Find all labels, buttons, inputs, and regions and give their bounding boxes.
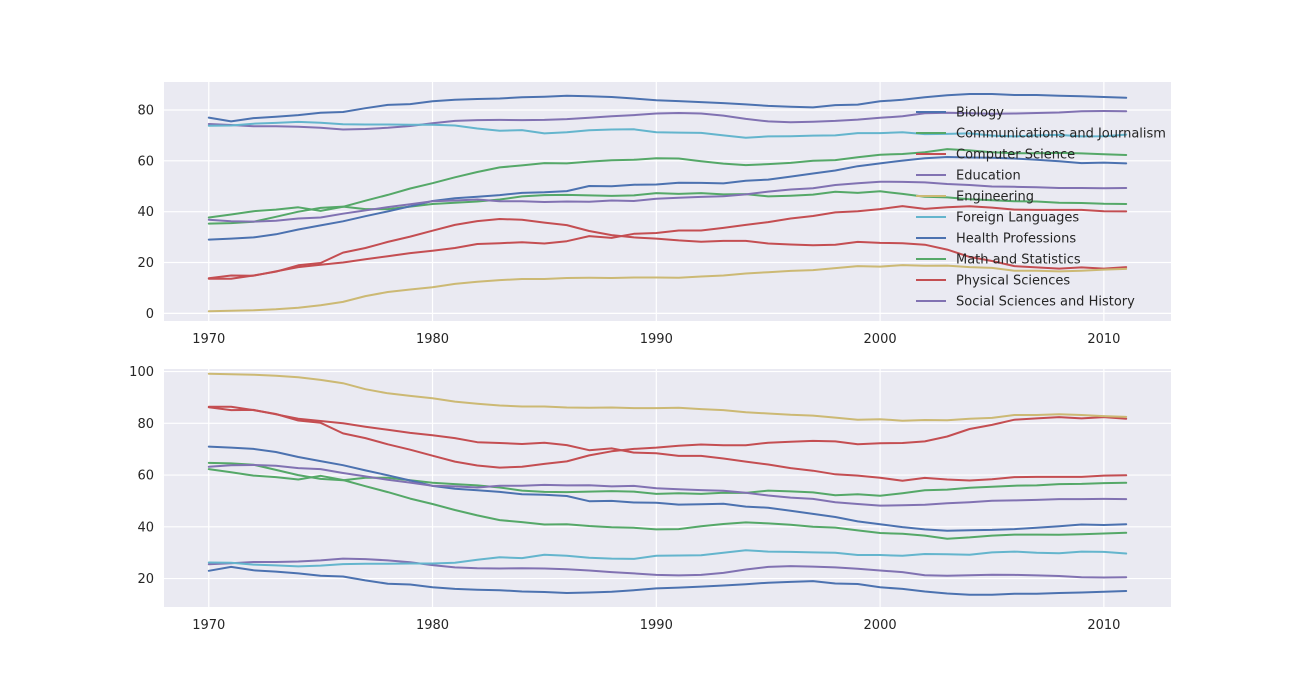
x-tick-label: 1990 <box>640 618 673 633</box>
legend-label-education: Education <box>956 169 1021 184</box>
top-chart-panel: 0 20 40 60 80 1970 1980 1990 2000 2010 Biology Comm… <box>137 82 1171 347</box>
series-line-biology <box>207 93 1128 123</box>
y-tick-label: 20 <box>137 572 154 587</box>
bottom-chart-panel: 20 40 60 80 100 1970 1980 1990 2000 2010 <box>129 365 1171 633</box>
series-line-math-and-statistics <box>207 468 1128 540</box>
x-tick-label: 2010 <box>1087 332 1120 347</box>
series-line-foreign-languages <box>207 120 1128 139</box>
legend-label-engineering: Engineering <box>956 190 1034 205</box>
legend-label-biology: Biology <box>956 106 1004 121</box>
series-line-engineering <box>207 264 1128 313</box>
legend-label-health-professions: Health Professions <box>956 232 1076 247</box>
series-line-social-sciences-and-history <box>207 180 1128 223</box>
y-tick-label: 20 <box>137 256 154 271</box>
series-line-computer-science <box>207 405 1128 469</box>
x-tick-label: 1970 <box>192 332 225 347</box>
series-line-math-and-statistics <box>207 148 1128 219</box>
series-line-education <box>207 110 1128 131</box>
series-line-physical-sciences <box>207 205 1128 280</box>
series-line-engineering <box>207 372 1128 422</box>
legend-label-math-and-statistics: Math and Statistics <box>956 253 1081 268</box>
y-tick-label: 100 <box>129 365 154 380</box>
series-line-health-professions <box>207 156 1128 241</box>
y-tick-label: 80 <box>137 417 154 432</box>
legend-label-computer-science: Computer Science <box>956 148 1075 163</box>
legend-label-physical-sciences: Physical Sciences <box>956 274 1070 289</box>
series-line-foreign-languages <box>207 549 1128 568</box>
y-tick-label: 40 <box>137 520 154 535</box>
series-line-physical-sciences <box>207 406 1128 482</box>
series-line-health-professions <box>207 445 1128 532</box>
series-line-biology <box>207 565 1128 596</box>
x-tick-label: 2010 <box>1087 618 1120 633</box>
legend: Biology Communications and Journalism Comp… <box>916 106 1166 310</box>
series-line-social-sciences-and-history <box>207 464 1128 507</box>
series-line-communications-and-journalism <box>207 190 1128 225</box>
x-tick-label: 1980 <box>416 332 449 347</box>
y-tick-label: 40 <box>137 205 154 220</box>
legend-label-foreign-languages: Foreign Languages <box>956 211 1079 226</box>
y-tick-label: 80 <box>137 103 154 118</box>
x-tick-label: 2000 <box>864 332 897 347</box>
x-tick-label: 2000 <box>864 618 897 633</box>
x-tick-label: 1980 <box>416 618 449 633</box>
legend-label-social-sciences-and-history: Social Sciences and History <box>956 295 1135 310</box>
legend-label-communications-and-journalism: Communications and Journalism <box>956 127 1166 142</box>
x-tick-label: 1970 <box>192 618 225 633</box>
y-tick-label: 0 <box>146 307 154 322</box>
series-line-communications-and-journalism <box>207 461 1128 497</box>
y-tick-label: 60 <box>137 469 154 484</box>
x-tick-label: 1990 <box>640 332 673 347</box>
y-tick-label: 60 <box>137 154 154 169</box>
series-line-education <box>207 557 1128 579</box>
series-line-computer-science <box>207 218 1128 280</box>
